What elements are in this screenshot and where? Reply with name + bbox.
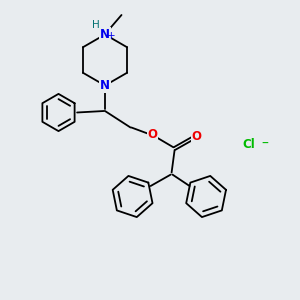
Text: H: H	[92, 20, 99, 31]
Text: O: O	[191, 130, 201, 143]
Text: O: O	[147, 128, 157, 142]
Text: N: N	[100, 79, 110, 92]
Text: Cl: Cl	[243, 137, 255, 151]
Text: N: N	[100, 28, 110, 41]
Text: +: +	[107, 31, 116, 41]
Text: –: –	[261, 137, 268, 151]
